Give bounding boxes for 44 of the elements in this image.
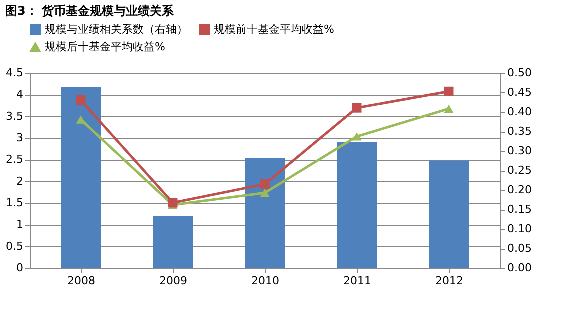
point bbox=[444, 104, 454, 114]
y2-tick-label: 0.35 bbox=[508, 125, 532, 138]
bar bbox=[245, 158, 285, 268]
x-tick-label: 2011 bbox=[344, 274, 372, 288]
y-tick-label: 3.5 bbox=[6, 110, 24, 123]
point bbox=[168, 198, 178, 208]
point bbox=[76, 116, 86, 124]
legend-label: 规模前十基金平均收益% bbox=[214, 22, 334, 36]
x-tick-label: 2012 bbox=[436, 274, 464, 288]
y2-tick-label: 0.10 bbox=[508, 222, 532, 236]
y-tick-label: 0 bbox=[16, 262, 24, 274]
bar bbox=[429, 160, 469, 268]
point bbox=[352, 103, 362, 113]
bar bbox=[61, 87, 101, 268]
y-tick-label: 1 bbox=[16, 218, 24, 232]
y-tick-label: 0.5 bbox=[6, 240, 24, 253]
y2-tick-label: 0.05 bbox=[508, 242, 532, 255]
chart-title: 图3： 货币基金规模与业绩关系 bbox=[6, 4, 176, 18]
y2-tick-label: 0.25 bbox=[508, 164, 532, 177]
y-tick-label: 1.5 bbox=[6, 196, 24, 210]
point bbox=[352, 132, 362, 141]
legend-label: 规模与业绩相关系数（右轴） bbox=[45, 22, 188, 36]
y2-tick-label: 0.30 bbox=[508, 144, 532, 158]
point bbox=[260, 188, 270, 198]
point bbox=[76, 96, 86, 106]
y2-tick-label: 0.40 bbox=[508, 106, 532, 118]
y-tick-label: 4.5 bbox=[6, 66, 24, 80]
y-tick-label: 2 bbox=[16, 174, 24, 188]
point bbox=[260, 180, 270, 190]
y2-tick-label: 0.20 bbox=[508, 184, 532, 196]
y2-tick-label: 0.50 bbox=[508, 66, 532, 80]
y2-tick-label: 0.15 bbox=[508, 203, 532, 216]
y2-tick-label: 0.00 bbox=[508, 262, 532, 274]
y2-tick-label: 0.45 bbox=[508, 86, 532, 99]
y-tick-label: 4 bbox=[16, 88, 24, 102]
y-tick-label: 2.5 bbox=[6, 153, 24, 166]
x-tick-label: 2009 bbox=[160, 274, 188, 288]
point bbox=[444, 86, 454, 96]
bar bbox=[153, 216, 193, 268]
x-tick-label: 2008 bbox=[68, 274, 96, 288]
x-tick-label: 2010 bbox=[252, 274, 280, 288]
bar bbox=[337, 142, 377, 268]
y-tick-label: 3 bbox=[16, 132, 24, 144]
legend-label: 规模后十基金平均收益% bbox=[45, 40, 166, 54]
